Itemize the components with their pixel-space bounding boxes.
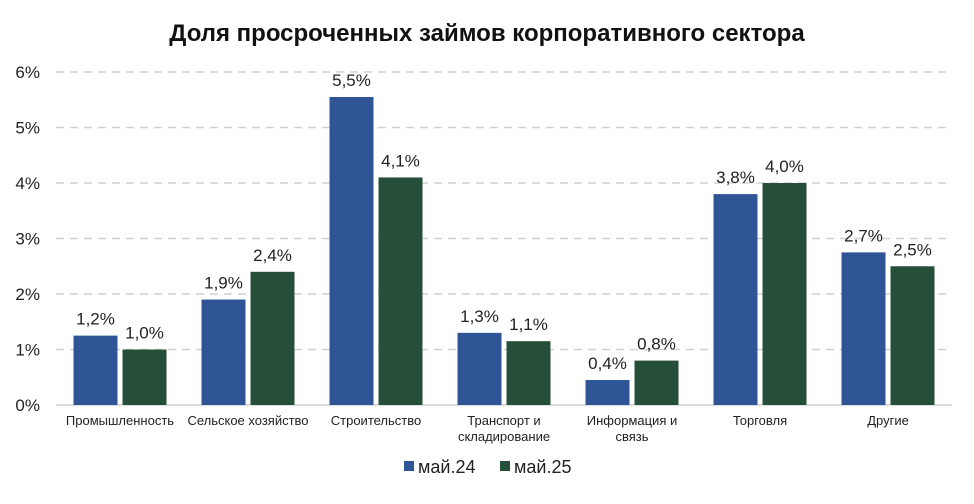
- bar-1-7: [841, 252, 886, 405]
- bar-2-1: [122, 349, 167, 405]
- legend: май.24 май.25: [404, 457, 571, 477]
- y-axis: 0% 1% 2% 3% 4% 5% 6%: [15, 63, 40, 415]
- bar-2-3: [378, 177, 423, 405]
- data-label: 2,7%: [844, 226, 883, 245]
- bar-2-4: [506, 341, 551, 405]
- bars: [73, 96, 935, 405]
- data-label: 0,4%: [588, 354, 627, 373]
- y-tick-label: 5%: [15, 119, 40, 138]
- x-tick-label: Другие: [867, 413, 909, 428]
- gridlines: [56, 71, 952, 406]
- y-tick-label: 6%: [15, 63, 40, 82]
- legend-label: май.25: [514, 457, 571, 477]
- data-label: 1,9%: [204, 274, 243, 293]
- data-label: 2,4%: [253, 246, 292, 265]
- y-tick-label: 4%: [15, 174, 40, 193]
- legend-label: май.24: [418, 457, 475, 477]
- bar-1-5: [585, 380, 630, 405]
- bar-2-2: [250, 271, 295, 405]
- bar-1-2: [201, 299, 246, 405]
- x-tick-label: связь: [615, 429, 648, 444]
- data-label: 1,0%: [125, 324, 164, 343]
- data-label: 1,3%: [460, 307, 499, 326]
- bar-1-6: [713, 194, 758, 405]
- y-tick-label: 0%: [15, 396, 40, 415]
- bar-2-5: [634, 360, 679, 405]
- bar-1-4: [457, 332, 502, 405]
- x-axis: Промышленность Сельское хозяйство Строител…: [66, 413, 909, 444]
- x-tick-label: Транспорт и: [467, 413, 540, 428]
- y-tick-label: 2%: [15, 285, 40, 304]
- data-labels: 1,2% 1,0% 1,9% 2,4% 5,5% 4,1% 1,3% 1,1% 0,4% 0,8%…: [76, 71, 932, 373]
- data-label: 1,2%: [76, 310, 115, 329]
- x-tick-label: Сельское хозяйство: [187, 413, 308, 428]
- bar-2-6: [762, 183, 807, 405]
- legend-swatch: [404, 461, 414, 471]
- y-tick-label: 1%: [15, 341, 40, 360]
- data-label: 5,5%: [332, 71, 371, 90]
- data-label: 2,5%: [893, 240, 932, 259]
- x-tick-label: Промышленность: [66, 413, 174, 428]
- legend-swatch: [500, 461, 510, 471]
- data-label: 1,1%: [509, 315, 548, 334]
- data-label: 4,1%: [381, 151, 420, 170]
- x-tick-label: Торговля: [733, 413, 787, 428]
- bar-1-1: [73, 335, 118, 405]
- data-label: 0,8%: [637, 335, 676, 354]
- x-tick-label: Информация и: [587, 413, 677, 428]
- data-label: 4,0%: [765, 157, 804, 176]
- chart-title: Доля просроченных займов корпоративного …: [169, 20, 805, 47]
- bar-2-7: [890, 266, 935, 405]
- x-tick-label: Строительство: [331, 413, 421, 428]
- bar-1-3: [329, 96, 374, 405]
- x-tick-label: складирование: [458, 429, 550, 444]
- data-label: 3,8%: [716, 168, 755, 187]
- y-tick-label: 3%: [15, 230, 40, 249]
